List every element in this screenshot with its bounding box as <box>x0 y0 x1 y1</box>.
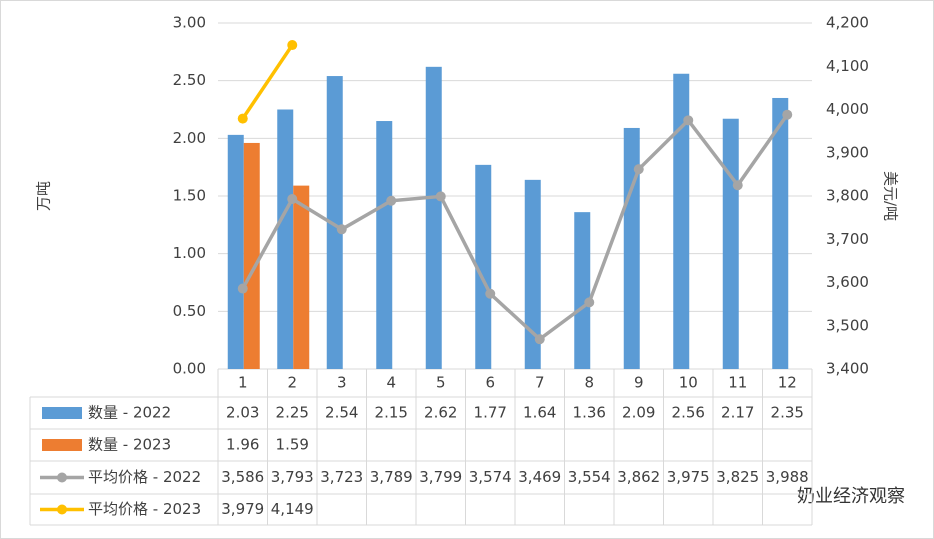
legend-label: 数量 - 2023 <box>88 436 171 454</box>
marker <box>287 40 298 51</box>
x-tick-label: 12 <box>778 374 797 392</box>
bar <box>772 97 789 369</box>
bar <box>227 134 244 369</box>
table-value: 1.96 <box>226 436 259 454</box>
y2-tick-label: 3,800 <box>826 187 869 205</box>
bar <box>425 66 442 370</box>
marker <box>584 297 595 308</box>
y2-tick-label: 4,000 <box>826 100 869 118</box>
bar <box>475 164 492 369</box>
legend-label: 平均价格 - 2023 <box>88 500 201 518</box>
y-tick-label: 0.50 <box>173 302 206 320</box>
table-value: 3,469 <box>518 468 561 486</box>
table-value: 3,789 <box>370 468 413 486</box>
table-value: 2.03 <box>226 404 259 422</box>
table-value: 1.77 <box>474 404 507 422</box>
x-tick-label: 9 <box>634 374 644 392</box>
marker <box>633 164 644 175</box>
x-tick-label: 4 <box>386 374 396 392</box>
y-tick-label: 3.00 <box>173 14 206 32</box>
table-value: 2.15 <box>375 404 408 422</box>
table-value: 3,799 <box>419 468 462 486</box>
x-tick-label: 1 <box>238 374 248 392</box>
y2-tick-label: 3,600 <box>826 273 869 291</box>
bar <box>574 212 591 369</box>
table-value: 2.25 <box>276 404 309 422</box>
marker <box>534 334 545 345</box>
y-axis-label: 万吨 <box>35 181 53 211</box>
table-value: 3,586 <box>221 468 264 486</box>
marker <box>336 224 347 235</box>
table-value: 3,975 <box>667 468 710 486</box>
marker <box>237 283 248 294</box>
table-value: 2.62 <box>424 404 457 422</box>
legend-label: 平均价格 - 2022 <box>88 468 201 486</box>
table-value: 3,723 <box>320 468 363 486</box>
bar <box>326 76 343 369</box>
table-value: 2.35 <box>771 404 804 422</box>
y-tick-label: 1.50 <box>173 187 206 205</box>
y2-tick-label: 3,400 <box>826 360 869 378</box>
bar <box>623 127 640 369</box>
table-value: 3,554 <box>568 468 611 486</box>
y2-tick-label: 4,100 <box>826 57 869 75</box>
y2-tick-label: 3,900 <box>826 143 869 161</box>
bar <box>722 118 739 369</box>
marker <box>386 195 397 206</box>
x-tick-label: 3 <box>337 374 347 392</box>
y2-tick-label: 3,500 <box>826 316 869 334</box>
bar <box>673 73 690 369</box>
table-value: 3,825 <box>716 468 759 486</box>
line <box>241 44 294 120</box>
x-tick-label: 10 <box>679 374 698 392</box>
x-tick-label: 11 <box>728 374 747 392</box>
table-value: 3,988 <box>766 468 809 486</box>
bar <box>277 109 294 369</box>
y-tick-label: 1.00 <box>173 244 206 262</box>
table-value: 2.56 <box>672 404 705 422</box>
table-value: 2.09 <box>622 404 655 422</box>
y2-tick-label: 4,200 <box>826 14 869 32</box>
table-value: 3,862 <box>617 468 660 486</box>
legend-swatch <box>42 439 82 451</box>
table-value: 4,149 <box>271 500 314 518</box>
marker <box>683 115 694 126</box>
x-tick-label: 5 <box>436 374 446 392</box>
x-tick-label: 2 <box>287 374 297 392</box>
y-tick-label: 0.00 <box>173 360 206 378</box>
legend-swatch <box>57 472 67 483</box>
bar <box>243 142 260 369</box>
table-value: 1.36 <box>573 404 606 422</box>
marker <box>485 288 496 299</box>
table-value: 2.54 <box>325 404 358 422</box>
table-value: 3,979 <box>221 500 264 518</box>
table-value: 1.59 <box>276 436 309 454</box>
x-tick-label: 8 <box>584 374 594 392</box>
bar <box>293 185 310 369</box>
watermark: 奶业经济观察 <box>797 486 905 507</box>
table-value: 3,574 <box>469 468 512 486</box>
marker <box>237 113 248 124</box>
legend-label: 数量 - 2022 <box>88 404 171 422</box>
legend-swatch <box>57 504 67 515</box>
marker <box>287 194 298 205</box>
bar <box>524 179 541 369</box>
y2-axis-label: 美元/吨 <box>882 171 900 221</box>
table-value: 3,793 <box>271 468 314 486</box>
y-tick-label: 2.50 <box>173 71 206 89</box>
x-tick-label: 6 <box>485 374 495 392</box>
line <box>241 113 789 341</box>
bar <box>376 121 393 370</box>
table-value: 1.64 <box>523 404 556 422</box>
marker <box>782 109 793 120</box>
table-value: 2.17 <box>721 404 754 422</box>
x-tick-label: 7 <box>535 374 545 392</box>
legend-swatch <box>42 407 82 419</box>
marker <box>732 180 743 191</box>
y2-tick-label: 3,700 <box>826 230 869 248</box>
marker <box>435 191 446 202</box>
y-tick-label: 2.00 <box>173 129 206 147</box>
